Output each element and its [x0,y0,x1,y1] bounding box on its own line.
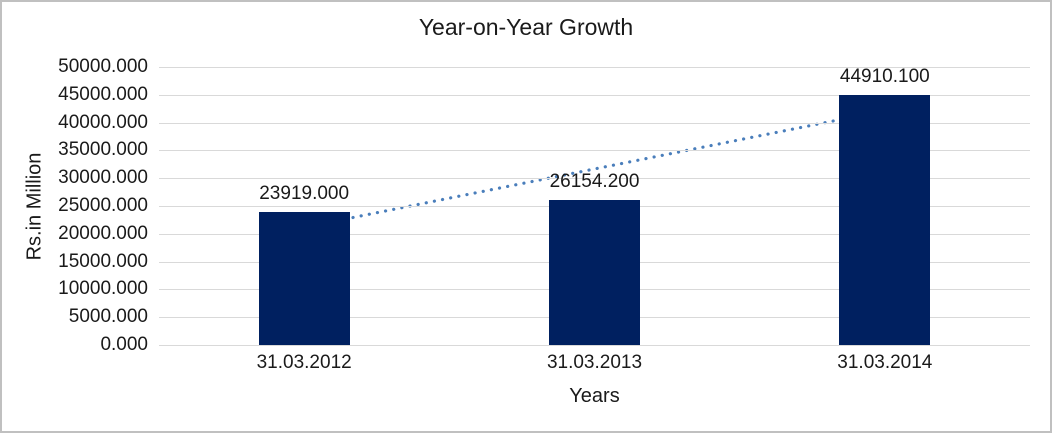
x-axis-tick-label: 31.03.2014 [837,352,933,373]
chart-title: Year-on-Year Growth [418,14,634,40]
y-axis-tick-label: 50000.000 [58,56,148,77]
gridline [159,150,1030,152]
y-axis-tick-label: 35000.000 [58,139,148,161]
gridline [159,122,1030,124]
y-axis-tick-label: 5000.000 [68,306,148,328]
data-label: 26154.200 [549,170,640,192]
x-axis-tick-label: 31.03.2013 [546,352,643,373]
bar [549,199,640,345]
gridline [159,345,1030,346]
y-axis-tick-label: 0.000 [100,334,148,355]
gridline [159,94,1030,96]
gridline [159,67,1030,68]
y-axis-tick-label: 45000.000 [58,83,148,105]
y-axis-tick-label: 25000.000 [58,195,148,216]
trendline-svg [302,109,887,229]
x-axis-title: Years [569,385,620,407]
data-label: 23919.000 [259,183,350,204]
x-axis-tick-label: 31.03.2012 [256,352,352,373]
y-axis-tick-label: 10000.000 [58,278,148,300]
bar [258,212,350,345]
y-axis-tick-label: 40000.000 [58,111,148,133]
data-label: 44910.100 [839,66,930,88]
plot-area: 23919.000 26154.200 44910.100 [159,66,1030,346]
trendline [302,109,887,229]
y-axis-tick-label: 20000.000 [58,222,148,244]
bar [839,95,931,345]
y-axis-tick-label: 30000.000 [58,167,148,189]
gridline [159,178,1030,180]
y-axis-tick-label: 15000.000 [58,250,148,272]
